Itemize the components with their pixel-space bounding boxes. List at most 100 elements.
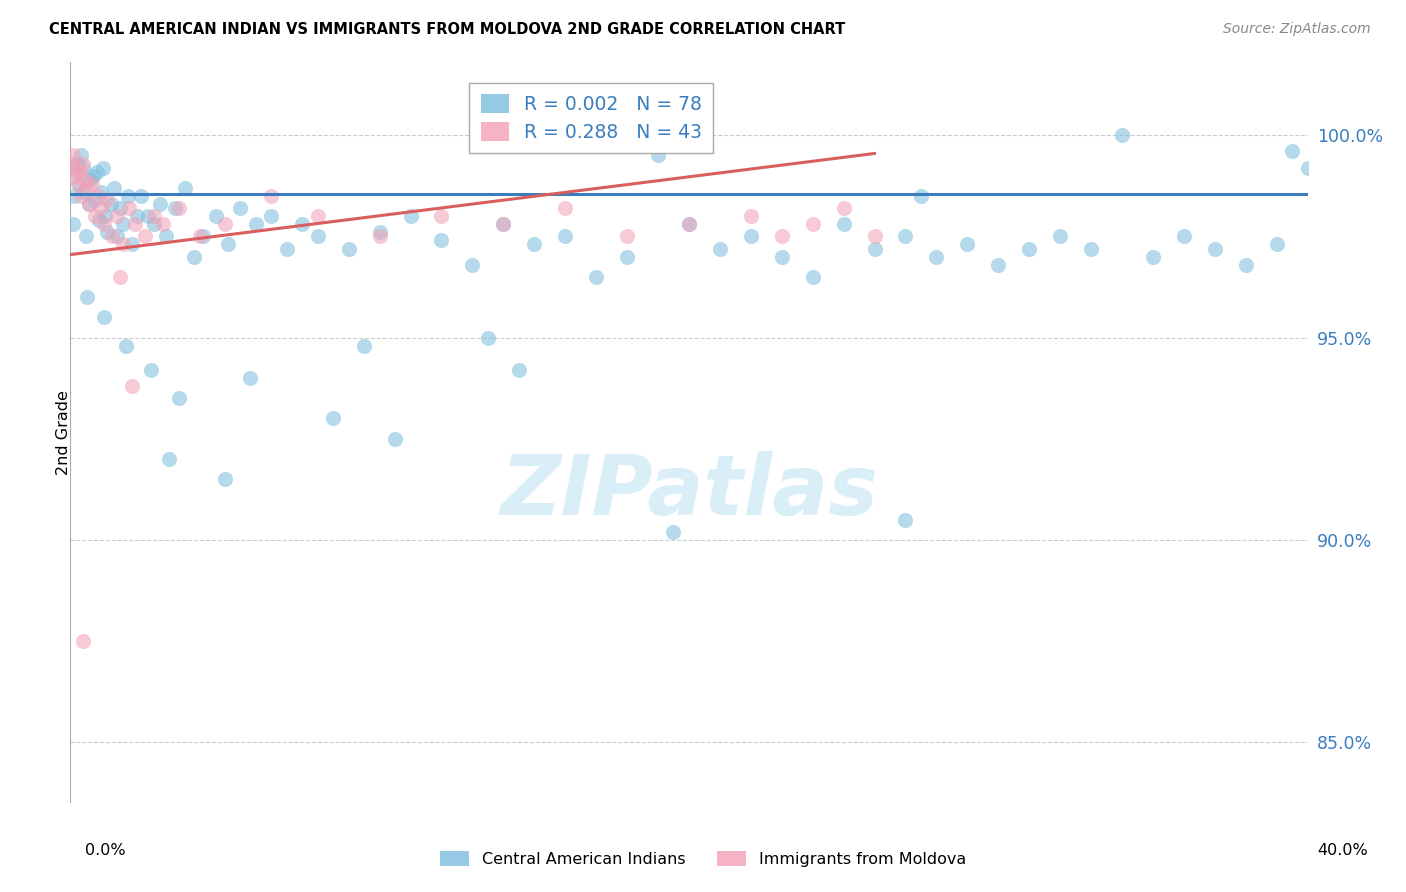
Point (554, 201, 576, 215)
Point (239, 371, 262, 385)
Point (910, 189, 932, 203)
Text: 40.0%: 40.0% (1317, 843, 1368, 858)
Point (1173, 229, 1195, 244)
Point (492, 217, 515, 231)
Point (832, 201, 855, 215)
Point (94, 209, 117, 223)
Point (678, 217, 700, 231)
Point (165, 201, 187, 215)
Point (1281, 145, 1303, 159)
Point (616, 229, 638, 244)
Point (149, 197, 172, 211)
Legend: R = 0.002   N = 78, R = 0.288   N = 43: R = 0.002 N = 78, R = 0.288 N = 43 (470, 83, 713, 153)
Point (118, 201, 141, 215)
Point (62, 217, 84, 231)
Point (93, 217, 115, 231)
Point (770, 250, 793, 264)
Point (1204, 242, 1226, 256)
Point (956, 237, 979, 252)
Point (139, 363, 162, 377)
Point (1049, 229, 1071, 244)
Point (69, 164, 91, 178)
Point (100, 197, 122, 211)
Point (84, 193, 107, 207)
Point (193, 229, 215, 244)
Point (77, 197, 100, 211)
Point (152, 217, 174, 231)
Point (894, 513, 917, 527)
Point (276, 242, 298, 256)
Point (508, 363, 530, 377)
Point (80, 177, 103, 191)
Point (76, 290, 98, 304)
Point (430, 234, 453, 248)
Point (73, 185, 96, 199)
Point (461, 258, 484, 272)
Point (894, 229, 917, 244)
Point (121, 237, 143, 252)
Point (477, 330, 499, 344)
Point (101, 229, 124, 244)
Point (188, 229, 211, 244)
Point (87, 189, 110, 203)
Point (96, 225, 118, 239)
Point (1265, 237, 1288, 252)
Point (72, 634, 94, 648)
Point (167, 201, 190, 215)
Point (214, 217, 236, 231)
Point (72, 156, 94, 170)
Point (62, 148, 84, 162)
Point (72, 161, 94, 175)
Point (90, 201, 112, 215)
Point (125, 209, 148, 223)
Text: 0.0%: 0.0% (86, 843, 125, 858)
Point (492, 217, 515, 231)
Point (770, 229, 793, 244)
Point (60, 156, 83, 170)
Point (79, 173, 101, 187)
Point (260, 209, 283, 223)
Point (337, 242, 360, 256)
Point (1234, 258, 1257, 272)
Point (1080, 242, 1102, 256)
Point (70, 189, 93, 203)
Point (67, 177, 90, 191)
Point (740, 229, 762, 244)
Point (291, 217, 314, 231)
Point (430, 209, 453, 223)
Point (134, 229, 156, 244)
Text: Source: ZipAtlas.com: Source: ZipAtlas.com (1223, 22, 1371, 37)
Point (82, 169, 104, 183)
Point (66, 156, 89, 170)
Point (167, 391, 190, 405)
Point (84, 209, 107, 223)
Point (740, 209, 762, 223)
Point (260, 189, 283, 203)
Point (1142, 250, 1164, 264)
Point (65, 161, 87, 175)
Point (647, 148, 669, 162)
Point (801, 217, 824, 231)
Point (103, 181, 125, 195)
Point (925, 250, 948, 264)
Point (96, 193, 118, 207)
Point (76, 181, 98, 195)
Point (307, 229, 329, 244)
Point (87, 213, 110, 227)
Point (585, 269, 607, 284)
Point (1018, 242, 1040, 256)
Point (214, 472, 236, 486)
Legend: Central American Indians, Immigrants from Moldova: Central American Indians, Immigrants fro… (433, 845, 973, 873)
Point (245, 217, 267, 231)
Point (155, 229, 177, 244)
Point (111, 217, 134, 231)
Y-axis label: 2nd Grade: 2nd Grade (56, 390, 70, 475)
Point (554, 229, 576, 244)
Point (142, 209, 165, 223)
Point (93, 310, 115, 325)
Point (115, 338, 138, 352)
Point (353, 338, 375, 352)
Point (1111, 128, 1133, 143)
Point (229, 201, 252, 215)
Point (157, 451, 180, 466)
